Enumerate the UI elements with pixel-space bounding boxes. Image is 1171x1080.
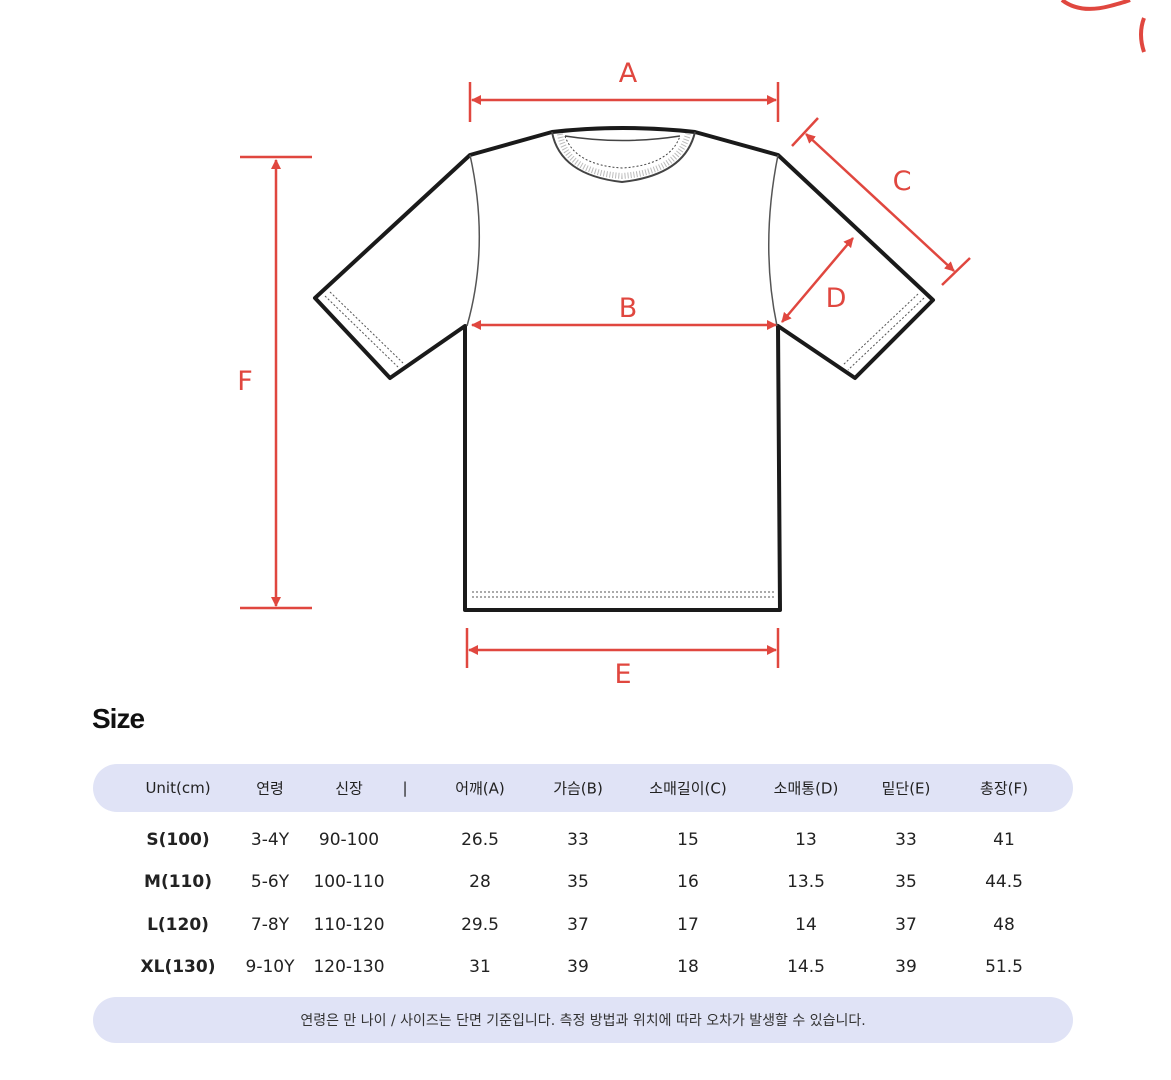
label-d: D	[826, 283, 847, 314]
table-cell: 110-120	[313, 915, 385, 935]
table-cell: 5-6Y	[250, 872, 290, 892]
row-size-label: M(110)	[144, 872, 212, 892]
table-cell: 44.5	[985, 872, 1023, 892]
table-cell: 35	[567, 872, 589, 892]
row-size-label: S(100)	[146, 830, 210, 850]
arrow-d	[781, 237, 854, 323]
table-cell: 39	[895, 957, 917, 977]
size-title: Size	[92, 703, 145, 734]
table-cell: 48	[993, 915, 1015, 935]
column-header: 총장(F)	[980, 779, 1028, 798]
table-cell: 14	[795, 915, 817, 935]
table-cell: 51.5	[985, 957, 1023, 977]
column-header: 가슴(B)	[553, 779, 603, 798]
table-cell: 33	[895, 830, 917, 850]
row-size-label: L(120)	[147, 915, 209, 935]
table-cell: 33	[567, 830, 589, 850]
table-cell: 120-130	[313, 957, 385, 977]
column-header: |	[402, 779, 408, 797]
tshirt-measurement-diagram: A B C D E F	[237, 0, 1146, 690]
corner-mark	[1139, 17, 1146, 53]
table-header	[93, 764, 1073, 812]
label-b: B	[619, 293, 638, 324]
column-header: 소매통(D)	[773, 779, 839, 798]
table-cell: 37	[895, 915, 917, 935]
table-cell: 15	[677, 830, 699, 850]
label-e: E	[614, 659, 631, 690]
table-cell: 9-10Y	[245, 957, 295, 977]
table-cell: 17	[677, 915, 699, 935]
column-header: Unit(cm)	[145, 779, 211, 797]
table-cell: 41	[993, 830, 1015, 850]
label-a: A	[619, 58, 638, 89]
table-cell: 31	[469, 957, 491, 977]
table-cell: 13.5	[787, 872, 825, 892]
table-cell: 7-8Y	[250, 915, 290, 935]
table-cell: 29.5	[461, 915, 499, 935]
column-header: 신장	[335, 779, 363, 798]
column-header: 연령	[256, 779, 284, 798]
row-size-label: XL(130)	[140, 957, 216, 977]
column-header: 밑단(E)	[881, 779, 931, 798]
column-header: 소매길이(C)	[649, 779, 727, 798]
label-f: F	[237, 366, 253, 397]
table-cell: 39	[567, 957, 589, 977]
table-cell: 100-110	[313, 872, 385, 892]
table-cell: 37	[567, 915, 589, 935]
column-header: 어깨(A)	[455, 779, 505, 798]
table-footnote: 연령은 만 나이 / 사이즈는 단면 기준입니다. 측정 방법과 위치에 따라 …	[93, 997, 1073, 1043]
tshirt-outline	[313, 126, 935, 612]
label-c: C	[893, 166, 912, 197]
table-cell: 16	[677, 872, 699, 892]
table-cell: 90-100	[318, 830, 380, 850]
corner-mark	[1060, 0, 1131, 11]
table-cell: 28	[469, 872, 491, 892]
table-cell: 3-4Y	[250, 830, 290, 850]
arrow-c	[805, 133, 955, 272]
table-cell: 26.5	[461, 830, 499, 850]
table-cell: 18	[677, 957, 699, 977]
table-cell: 14.5	[787, 957, 825, 977]
table-cell: 35	[895, 872, 917, 892]
seams	[324, 154, 925, 598]
table-cell: 13	[795, 830, 817, 850]
collar	[551, 131, 696, 184]
